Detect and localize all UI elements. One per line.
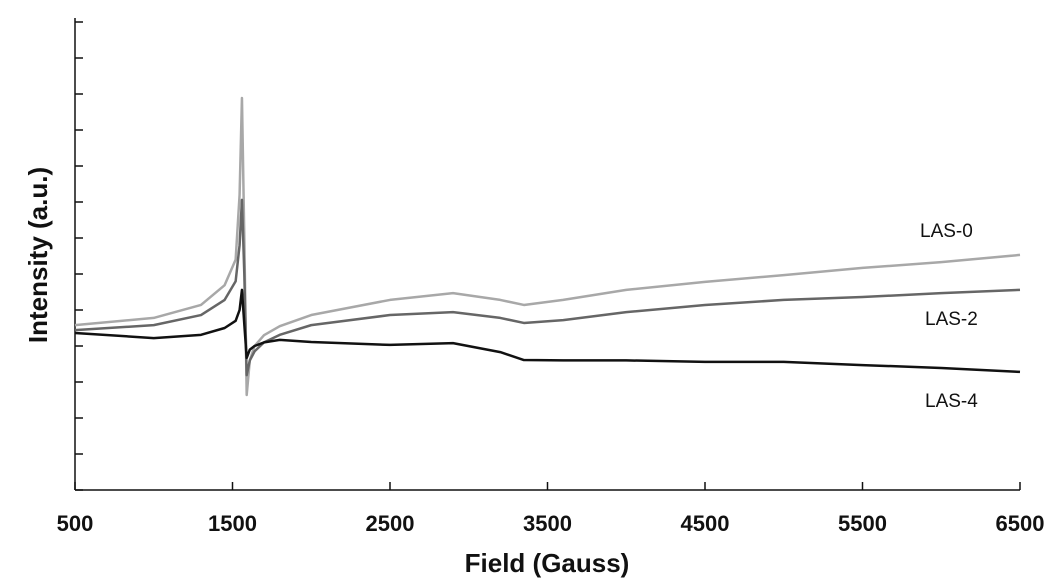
series-label: LAS-2 (925, 309, 978, 330)
x-tick-label: 500 (57, 511, 94, 536)
y-axis-title: Intensity (a.u.) (23, 167, 53, 343)
series-line (74, 96, 1021, 397)
x-tick-label: 5500 (838, 511, 887, 536)
x-tick-label: 3500 (523, 511, 572, 536)
x-tick-label: 4500 (681, 511, 730, 536)
x-tick-label: 2500 (366, 511, 415, 536)
series-line (74, 288, 1021, 374)
x-axis-title: Field (Gauss) (465, 548, 630, 578)
series-label: LAS-0 (920, 221, 973, 242)
x-tick-label: 6500 (996, 511, 1045, 536)
x-tick-label: 1500 (208, 511, 257, 536)
series-line (74, 198, 1021, 377)
series-label: LAS-4 (925, 391, 978, 412)
